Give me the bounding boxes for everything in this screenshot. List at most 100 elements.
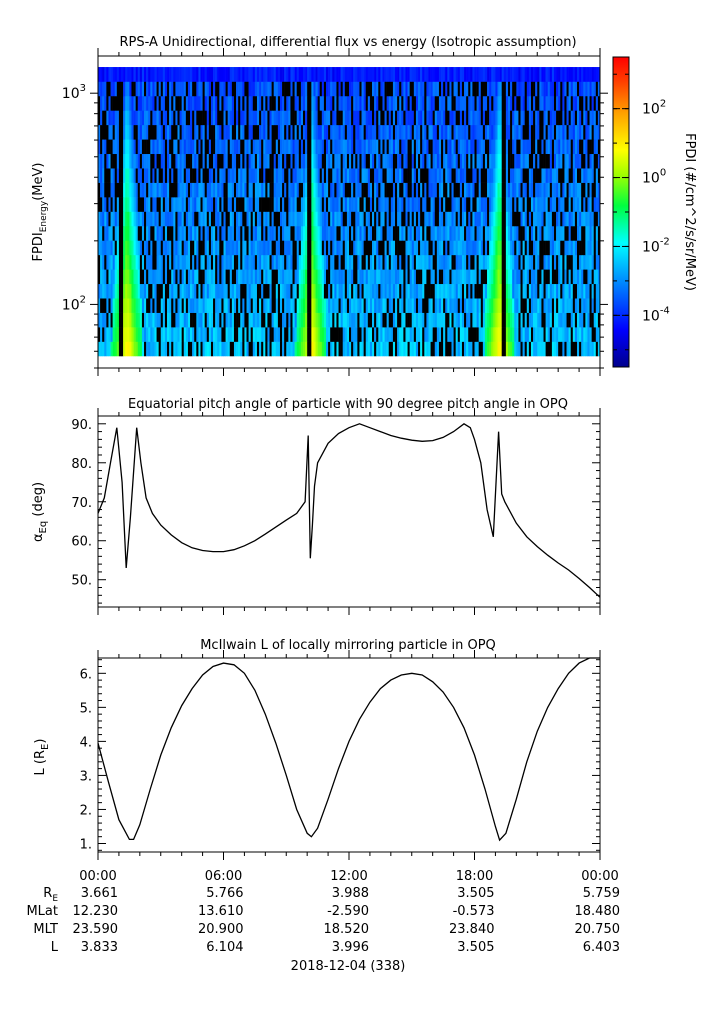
spectrogram-cell bbox=[114, 168, 118, 183]
spectrogram-cell bbox=[121, 139, 124, 155]
spectrogram-cell bbox=[265, 124, 268, 140]
spectrogram-cell bbox=[438, 341, 442, 357]
spectrogram-cell bbox=[524, 312, 528, 328]
spectrogram-cell bbox=[413, 225, 417, 241]
spectrogram-cell bbox=[240, 211, 243, 227]
spectrogram-cell bbox=[315, 67, 318, 82]
spectrogram-cell bbox=[305, 269, 308, 285]
spectrogram-cell bbox=[399, 312, 402, 328]
spectrogram-cell bbox=[127, 254, 130, 270]
spectrogram-cell bbox=[164, 197, 168, 212]
spectrogram-cell bbox=[102, 211, 105, 227]
spectrogram-cell bbox=[286, 341, 289, 357]
spectrogram-cell bbox=[572, 211, 576, 227]
spectrogram-cell bbox=[593, 240, 597, 256]
spectrogram-cell bbox=[116, 298, 120, 313]
spectrogram-cell bbox=[269, 269, 272, 285]
spectrogram-cell bbox=[568, 81, 572, 97]
spectrogram-cell bbox=[581, 269, 584, 285]
spectrogram-cell bbox=[528, 283, 532, 299]
spectrogram-cell bbox=[246, 298, 249, 313]
spectrogram-cell bbox=[380, 283, 383, 299]
spectrogram-cell bbox=[330, 269, 333, 285]
spectrogram-cell bbox=[468, 81, 471, 97]
spectrogram-cell bbox=[315, 240, 318, 256]
spectrogram-cell bbox=[292, 95, 295, 111]
spectrogram-cell bbox=[227, 124, 231, 140]
spectrogram-cell bbox=[461, 283, 465, 299]
spectrogram-cell bbox=[229, 283, 233, 299]
spectrogram-cell bbox=[457, 81, 461, 97]
spectrogram-cell bbox=[413, 67, 417, 82]
spectrogram-cell bbox=[273, 110, 277, 126]
spectrogram-cell bbox=[432, 168, 436, 183]
spectrogram-cell bbox=[156, 67, 159, 82]
spectrogram-cell bbox=[372, 240, 375, 256]
spectrogram-cell bbox=[390, 168, 394, 183]
spectrogram-cell bbox=[169, 327, 172, 342]
spectrogram-cell bbox=[313, 124, 316, 140]
spectrogram-cell bbox=[505, 240, 509, 256]
spectrogram-cell bbox=[395, 182, 398, 198]
spectrogram-cell bbox=[284, 110, 287, 126]
spectrogram-cell bbox=[129, 67, 132, 82]
spectrogram-cell bbox=[171, 67, 174, 82]
spectrogram-cell bbox=[441, 95, 444, 111]
spectrogram-cell bbox=[148, 139, 151, 155]
spectrogram-cell bbox=[526, 67, 530, 82]
spectrogram-cell bbox=[432, 139, 436, 155]
spectrogram-cell bbox=[156, 95, 159, 111]
spectrogram-cell bbox=[583, 81, 586, 97]
spectrogram-cell bbox=[501, 81, 505, 97]
spectrogram-cell bbox=[466, 298, 469, 313]
spectrogram-cell bbox=[250, 153, 254, 169]
spectrogram-cell bbox=[510, 269, 513, 285]
spectrogram-cell bbox=[591, 298, 595, 313]
spectrogram-cell bbox=[482, 240, 486, 256]
spectrogram-cell bbox=[365, 153, 369, 169]
spectrogram-cell bbox=[256, 312, 260, 328]
spectrogram-cell bbox=[206, 197, 210, 212]
spectrogram-cell bbox=[244, 110, 247, 126]
spectrogram-cell bbox=[516, 254, 519, 270]
spectrogram-cell bbox=[246, 95, 249, 111]
spectrogram-cell bbox=[576, 182, 580, 198]
spectrogram-cell bbox=[305, 139, 308, 155]
spectrogram-cell bbox=[422, 240, 425, 256]
spectrogram-cell bbox=[528, 240, 532, 256]
spectrogram-cell bbox=[503, 139, 507, 155]
spectrogram-cell bbox=[204, 225, 208, 241]
spectrogram-cell bbox=[570, 197, 574, 212]
spectrogram-cell bbox=[265, 139, 268, 155]
spectrogram-cell bbox=[340, 312, 344, 328]
spectrogram-cell bbox=[344, 124, 348, 140]
spectrogram-cell bbox=[179, 110, 182, 126]
spectrogram-cell bbox=[507, 168, 511, 183]
spectrogram-cell bbox=[424, 254, 427, 270]
spectrogram-cell bbox=[478, 182, 482, 198]
spectrogram-cell bbox=[382, 254, 385, 270]
spectrogram-cell bbox=[424, 225, 427, 241]
spectrogram-cell bbox=[317, 312, 321, 328]
spectrogram-cell bbox=[332, 283, 335, 299]
spectrogram-cell bbox=[424, 182, 427, 198]
spectrogram-cell bbox=[273, 139, 277, 155]
spectrogram-cell bbox=[346, 168, 350, 183]
spectrogram-cell bbox=[167, 168, 170, 183]
spectrogram-cell bbox=[221, 211, 224, 227]
spectrogram-cell bbox=[246, 211, 249, 227]
spectrogram-cell bbox=[359, 197, 362, 212]
spectrogram-cell bbox=[589, 283, 592, 299]
spectrogram-cell bbox=[206, 139, 210, 155]
spectrogram-cell bbox=[158, 211, 162, 227]
spectrogram-cell bbox=[372, 312, 375, 328]
spectrogram-cell bbox=[144, 283, 147, 299]
spectrogram-cell bbox=[549, 254, 553, 270]
spectrogram-cell bbox=[102, 225, 105, 241]
spectrogram-cell bbox=[547, 67, 551, 82]
spectrogram-cell bbox=[227, 95, 231, 111]
spectrogram-cell bbox=[395, 269, 398, 285]
spectrogram-cell bbox=[595, 341, 599, 357]
spectrogram-cell bbox=[238, 139, 241, 155]
spectrogram-cell bbox=[133, 168, 136, 183]
